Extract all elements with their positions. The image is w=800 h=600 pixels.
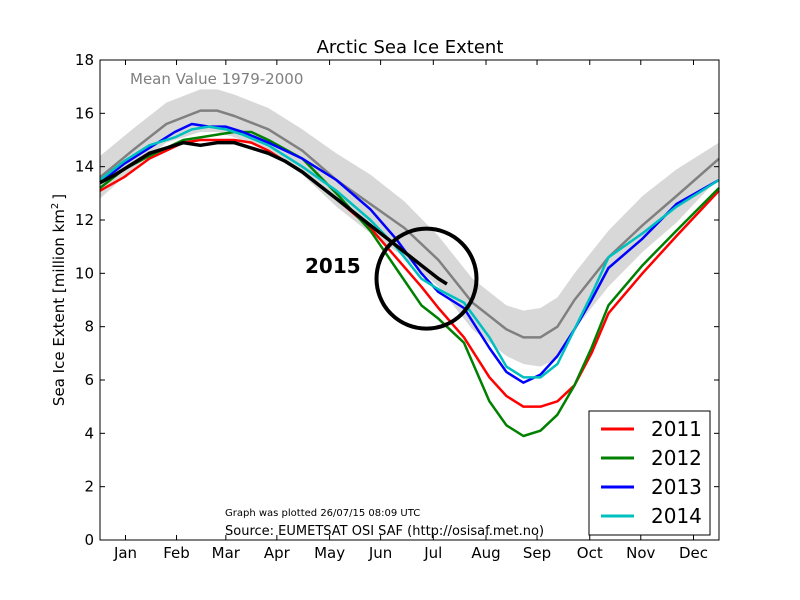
source-note: Source: EUMETSAT OSI SAF (http://osisaf.… <box>225 524 544 539</box>
y-axis-label-main: Sea Ice Extent [million km <box>50 209 68 406</box>
series-line-2013 <box>99 122 720 384</box>
y-tick-label: 2 <box>84 478 94 496</box>
y-tick-label: 0 <box>84 531 94 549</box>
y-tick-label: 8 <box>84 318 94 336</box>
series-line-2014 <box>99 125 720 379</box>
mean-range-band <box>100 89 719 367</box>
y-axis-label-sup: 2 <box>50 203 61 209</box>
series-line-2011 <box>99 138 720 408</box>
legend-label-2014: 2014 <box>651 504 702 528</box>
legend-label-2013: 2013 <box>651 475 702 499</box>
x-tick-label: Jun <box>368 544 392 562</box>
mean-value-label: Mean Value 1979-2000 <box>130 70 303 88</box>
x-tick-label: Jan <box>113 544 137 562</box>
x-tick-label: Aug <box>471 544 500 562</box>
y-tick-label: 18 <box>75 51 94 69</box>
legend-label-2012: 2012 <box>651 446 702 470</box>
y-axis-label-end: ] <box>50 194 68 200</box>
x-tick-label: Nov <box>626 544 655 562</box>
series-line-2012 <box>99 130 720 438</box>
plotted-note: Graph was plotted 26/07/15 08:09 UTC <box>225 508 420 519</box>
x-tick-label: May <box>314 544 345 562</box>
x-tick-label: Oct <box>577 544 603 562</box>
legend-label-2011: 2011 <box>651 417 702 441</box>
chart-title: Arctic Sea Ice Extent <box>317 37 504 58</box>
y-tick-label: 6 <box>84 371 94 389</box>
x-tick-label: Mar <box>212 544 241 562</box>
x-ticks: Jan Feb Mar Apr May Jun Jul Aug Sep Oct Nov Dec <box>113 60 708 562</box>
y-axis-label: Sea Ice Extent [million km2] <box>50 194 68 406</box>
x-tick-label: Dec <box>679 544 708 562</box>
y-tick-label: 4 <box>84 424 94 442</box>
x-tick-label: Jul <box>423 544 442 562</box>
y-tick-label: 14 <box>75 158 94 176</box>
plot-frame <box>99 59 720 541</box>
x-tick-label: Sep <box>523 544 551 562</box>
x-tick-label: Apr <box>264 544 291 562</box>
x-tick-label: Feb <box>163 544 190 562</box>
legend: 2011 2012 2013 2014 <box>588 410 711 536</box>
y-tick-label: 10 <box>75 264 94 282</box>
series-lines <box>99 109 720 438</box>
series-line-mean <box>99 109 720 339</box>
y-tick-label: 16 <box>75 104 94 122</box>
highlight-circle <box>374 226 479 331</box>
legend-box <box>588 410 711 536</box>
series-line-2015 <box>99 140 448 286</box>
current-year-label: 2015 <box>305 254 361 278</box>
legend-items: 2011 2012 2013 2014 <box>601 417 702 528</box>
y-ticks: 0 2 4 6 8 10 12 14 16 18 <box>75 51 719 549</box>
y-tick-label: 12 <box>75 211 94 229</box>
mean-range-band-area <box>100 89 719 367</box>
